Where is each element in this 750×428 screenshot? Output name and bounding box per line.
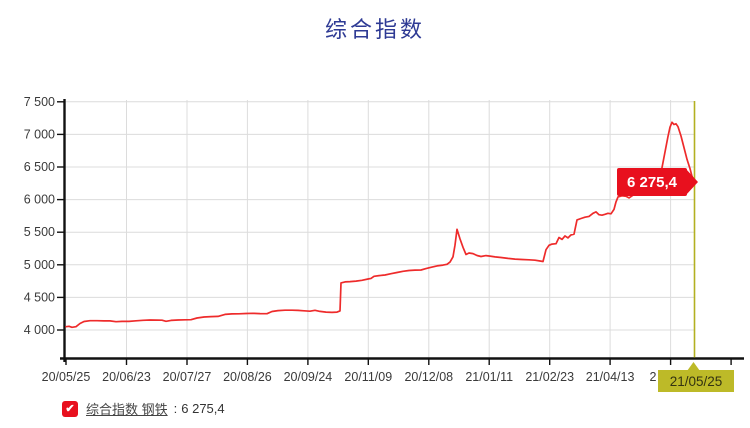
- chart-title: 综合指数: [324, 17, 425, 42]
- crosshair-date-box: [658, 370, 734, 392]
- x-axis-label: 21/01/11: [465, 370, 513, 384]
- y-axis-label: 5 000: [24, 258, 55, 272]
- value-callout-arrow: [686, 169, 698, 195]
- price-line-series: [65, 121, 695, 329]
- legend-checkbox-icon[interactable]: ✔: [62, 400, 78, 417]
- y-axis-label: 7 500: [24, 95, 55, 109]
- crosshair-date-label: 21/05/25: [670, 374, 723, 389]
- value-callout-box: [617, 168, 687, 196]
- y-axis-label: 7 000: [24, 127, 55, 141]
- crosshair-date-pointer: [687, 362, 700, 371]
- x-axis-label: 21/04/13: [586, 370, 635, 384]
- y-axis-label: 6 500: [24, 160, 55, 174]
- plot-area[interactable]: [64, 100, 696, 359]
- legend-value: 6 275,4: [181, 401, 225, 416]
- x-axis-label: 20/11/09: [344, 370, 392, 384]
- x-axis-label: 20/08/26: [223, 370, 272, 384]
- y-axis-label: 4 000: [24, 323, 55, 337]
- y-axis-label: 5 500: [24, 225, 55, 239]
- x-axis-label: 20/05/25: [42, 370, 91, 384]
- y-axis-label: 6 000: [24, 193, 55, 207]
- y-axis-label: 4 500: [24, 290, 55, 304]
- legend-series-label[interactable]: 综合指数 钢铁: [86, 402, 168, 417]
- x-axis-label: 20/12/08: [404, 370, 453, 384]
- value-callout-label: 6 275,4: [627, 174, 678, 191]
- x-axis-label: 20/09/24: [284, 370, 333, 384]
- x-axis-label-clipped: 2: [650, 370, 657, 384]
- legend: ✔ 综合指数 钢铁 : 6 275,4: [62, 399, 225, 418]
- x-axis-label: 21/02/23: [525, 370, 574, 384]
- x-axis-label: 20/06/23: [102, 370, 151, 384]
- x-axis-label: 20/07/27: [163, 370, 212, 384]
- legend-separator: :: [173, 401, 178, 416]
